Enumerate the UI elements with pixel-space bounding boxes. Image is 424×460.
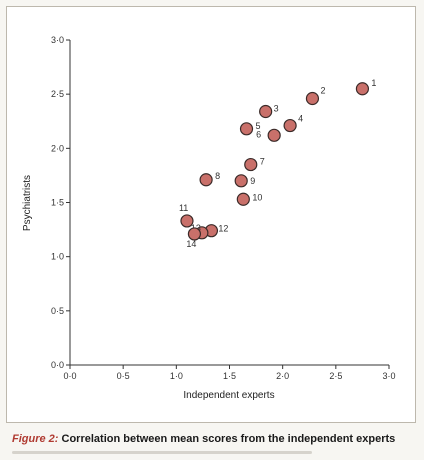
data-point	[305, 91, 320, 106]
data-point-label: 12	[218, 224, 228, 234]
data-point-label: 7	[260, 157, 265, 167]
x-tick-label: 0·0	[63, 371, 76, 381]
data-point	[267, 128, 281, 142]
data-points: 1234567891011121314	[179, 78, 376, 249]
data-point	[199, 173, 213, 187]
y-tick-label: 1·5	[51, 198, 64, 208]
data-point	[244, 157, 258, 172]
data-point-label: 6	[256, 129, 261, 139]
y-tick-label: 0·0	[51, 360, 64, 370]
y-tick-label: 3·0	[51, 35, 64, 45]
data-point	[236, 192, 250, 206]
data-point	[283, 118, 297, 133]
data-point-label: 14	[186, 239, 196, 249]
ticks: 0·0 0·5 1·0 1·5 2·0 2·5 3·0 0·0 0·5 1·0 1·5 2·0 2·5 3…	[51, 35, 396, 381]
x-tick-label: 2·0	[276, 371, 289, 381]
axes	[69, 40, 389, 366]
data-point-label: 9	[250, 176, 255, 186]
x-tick-label: 1·5	[223, 371, 236, 381]
x-axis-title: Independent experts	[183, 390, 274, 401]
caption-cutoff-line	[12, 449, 312, 460]
figure-frame: 0·0 0·5 1·0 1·5 2·0 2·5 3·0 0·0 0·5 1·0 1·5 2·0 2·5 3…	[6, 6, 416, 423]
figure-caption: Figure 2: Correlation between mean score…	[12, 432, 417, 446]
y-tick-label: 0·5	[51, 306, 64, 316]
data-point-label: 5	[256, 121, 261, 131]
y-tick-label: 2·5	[51, 89, 64, 99]
data-point-label: 10	[252, 192, 262, 202]
data-point	[234, 174, 248, 188]
caption-figure-number: Figure 2:	[12, 433, 59, 445]
x-tick-label: 1·0	[170, 371, 183, 381]
caption-text: Correlation between mean scores from the…	[61, 433, 396, 445]
data-point-label: 11	[179, 203, 188, 213]
x-tick-label: 2·5	[329, 371, 342, 381]
x-tick-label: 0·5	[117, 371, 130, 381]
scatter-plot: 0·0 0·5 1·0 1·5 2·0 2·5 3·0 0·0 0·5 1·0 1·5 2·0 2·5 3…	[22, 35, 396, 401]
data-point	[187, 227, 202, 241]
data-point-label: 4	[298, 114, 303, 124]
y-tick-label: 2·0	[51, 143, 64, 153]
data-point	[259, 104, 273, 119]
y-tick-label: 1·0	[51, 252, 64, 262]
data-point-label: 1	[371, 78, 376, 88]
data-point-label: 2	[320, 86, 325, 96]
data-point-label: 8	[215, 171, 220, 181]
y-axis-title: Psychiatrists	[22, 175, 33, 231]
data-point	[355, 82, 370, 96]
data-point	[239, 122, 254, 136]
data-point-label: 3	[274, 104, 279, 114]
x-tick-label: 3·0	[382, 371, 395, 381]
data-point	[180, 214, 194, 228]
